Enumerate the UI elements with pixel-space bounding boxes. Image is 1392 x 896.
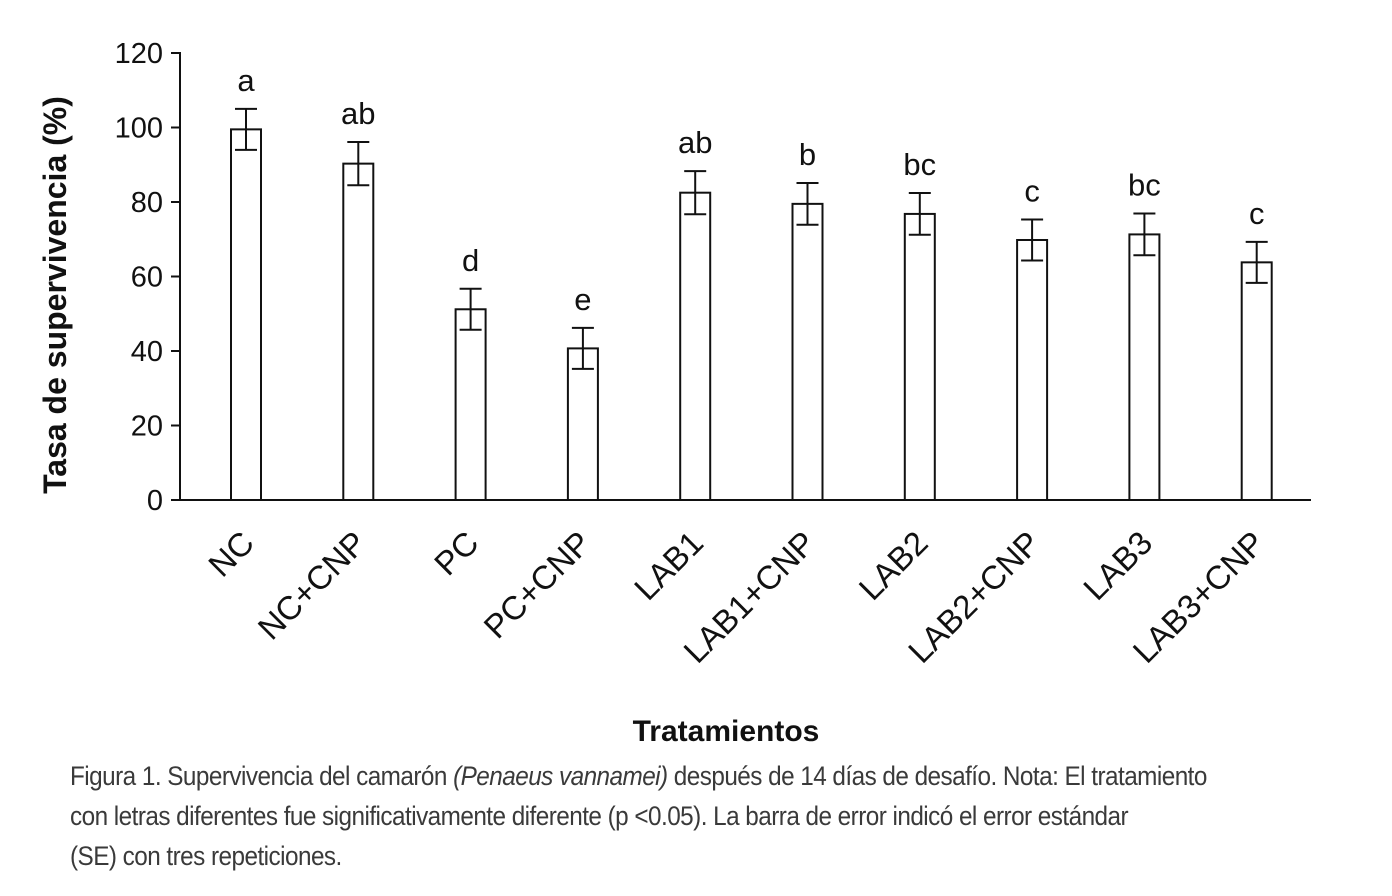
y-tick-label: 100 <box>115 113 163 145</box>
significance-letter: e <box>574 282 591 317</box>
bar <box>1240 261 1273 501</box>
bar <box>1128 233 1161 501</box>
caption-line-1b: después de 14 días de desafío. Nota: El … <box>667 761 1208 791</box>
x-tick-label: PC <box>427 524 486 583</box>
significance-letter: bc <box>903 147 936 182</box>
bar <box>342 162 375 501</box>
significance-letter: c <box>1024 174 1040 209</box>
bar <box>679 191 712 501</box>
x-tick-label: LAB3 <box>1076 524 1159 607</box>
y-tick-label: 0 <box>147 485 163 517</box>
x-axis-title: Tratamientos <box>633 715 820 748</box>
bar <box>903 212 936 501</box>
x-tick-label: LAB1 <box>627 524 710 607</box>
x-tick-label: NC <box>201 524 261 584</box>
significance-letter: bc <box>1128 168 1161 203</box>
significance-letter: ab <box>678 125 712 160</box>
caption-line-3: (SE) con tres repeticiones. <box>70 841 342 871</box>
significance-letter: d <box>462 243 479 278</box>
y-ticks: 0 20 40 60 80 100 120 <box>115 38 180 517</box>
x-tick-label: LAB2 <box>851 524 934 607</box>
x-tick-label: PC+CNP <box>476 524 597 645</box>
y-tick-label: 60 <box>131 262 163 294</box>
bar <box>1016 238 1049 501</box>
significance-letter: a <box>237 63 255 98</box>
error-bars <box>235 107 1268 370</box>
figure-caption: Figura 1. Supervivencia del camarón (Pen… <box>70 756 1240 876</box>
caption-line-1: Figura 1. Supervivencia del camarón (Pen… <box>70 756 1240 796</box>
significance-letters: a ab d e ab b bc c bc c <box>237 63 1264 317</box>
y-tick-label: 80 <box>131 187 163 219</box>
species-name: (Penaeus vannamei) <box>453 761 668 791</box>
bar <box>566 347 599 501</box>
bar <box>791 202 824 502</box>
bars <box>230 128 1273 502</box>
y-tick-label: 120 <box>115 38 163 70</box>
x-tick-label: NC+CNP <box>250 524 373 647</box>
bar <box>454 308 487 501</box>
y-tick-label: 40 <box>131 336 163 368</box>
caption-line-2: con letras diferentes fue significativam… <box>70 801 1129 831</box>
y-tick-label: 20 <box>131 411 163 443</box>
significance-letter: c <box>1249 196 1265 231</box>
significance-letter: ab <box>341 96 375 131</box>
bar <box>230 128 262 502</box>
caption-line-1a: Figura 1. Supervivencia del camarón <box>70 761 454 791</box>
significance-letter: b <box>799 137 816 172</box>
y-axis-title: Tasa de supervivencia (%) <box>37 96 73 494</box>
